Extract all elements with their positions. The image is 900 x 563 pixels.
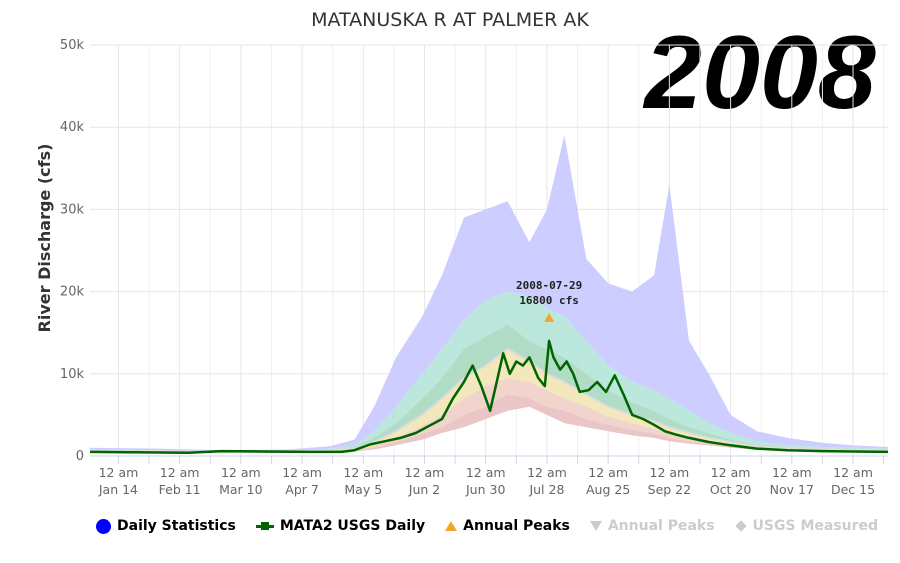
x-tick-label-date: Jun 2 — [408, 482, 440, 497]
y-tick-label: 20k — [60, 285, 85, 300]
x-tick-label-time: 12 am — [833, 465, 873, 480]
x-tick-label-time: 12 am — [772, 465, 812, 480]
x-axis — [90, 455, 888, 464]
x-tick-label-time: 12 am — [405, 465, 445, 480]
annual-peak-marker[interactable]: 2008-07-29 16800 cfs — [516, 279, 582, 322]
x-tick-label-date: Jun 30 — [465, 482, 505, 497]
x-tick-label-time: 12 am — [343, 465, 383, 480]
y-axis-ticks: 0 10k 20k 30k 40k 50k — [60, 38, 85, 464]
y-tick-label: 50k — [60, 38, 85, 53]
x-tick-label-date: Jan 14 — [98, 482, 138, 497]
band-p75-p50 — [90, 324, 888, 452]
x-tick-label-date: Aug 25 — [586, 482, 630, 497]
x-tick-label-time: 12 am — [588, 465, 628, 480]
x-tick-label-date: Dec 15 — [831, 482, 875, 497]
band-max-p90 — [90, 135, 888, 452]
legend-item-daily-statistics[interactable]: Daily Statistics — [96, 518, 236, 534]
x-tick-label-time: 12 am — [466, 465, 506, 480]
series-line-mata2 — [89, 339, 889, 454]
peak-date-label: 2008-07-29 — [516, 279, 582, 292]
x-tick-label-time: 12 am — [160, 465, 200, 480]
diamond-icon — [734, 520, 747, 532]
band-p50-p25 — [90, 349, 888, 453]
legend-label: Daily Statistics — [117, 518, 236, 534]
x-tick-label-date: Feb 11 — [159, 482, 201, 497]
x-axis-ticks: 12 am Jan 14 12 am Feb 11 12 am Mar 10 12 am Ap… — [98, 465, 875, 497]
x-tick-label-date: Jul 28 — [528, 482, 564, 497]
triangle-down-icon — [589, 521, 602, 531]
x-tick-label-date: Sep 22 — [648, 482, 691, 497]
legend-item-annual-peaks[interactable]: Annual Peaks — [589, 518, 715, 534]
x-tick-label-time: 12 am — [527, 465, 567, 480]
line-icon — [255, 521, 274, 530]
legend-label: MATA2 USGS Daily — [279, 518, 426, 534]
y-tick-label: 10k — [60, 367, 85, 382]
x-tick-label-time: 12 am — [650, 465, 690, 480]
y-tick-label: 30k — [60, 202, 85, 217]
x-tick-label-date: Nov 17 — [770, 482, 814, 497]
x-tick-label-time: 12 am — [282, 465, 322, 480]
x-tick-label-time: 12 am — [99, 465, 139, 480]
x-tick-label-date: Apr 7 — [285, 482, 319, 497]
x-tick-label-time: 12 am — [221, 465, 261, 480]
legend-label: Annual Peaks — [607, 518, 715, 534]
legend-item-annual-peaks[interactable]: Annual Peaks — [445, 518, 570, 534]
x-tick-label-date: Mar 10 — [219, 482, 263, 497]
x-tick-label-date: May 5 — [344, 482, 382, 497]
triangle-icon — [445, 521, 458, 531]
legend-item-mata2-usgs-daily[interactable]: MATA2 USGS Daily — [255, 518, 426, 534]
legend-label: USGS Measured — [752, 518, 879, 534]
year-label: 2008 — [642, 15, 876, 131]
band-p90-p75 — [90, 291, 888, 452]
legend-item-usgs-measured[interactable]: USGS Measured — [734, 518, 879, 534]
legend: Daily Statistics MATA2 USGS Daily Annual P… — [96, 518, 878, 534]
x-tick-label-date: Oct 20 — [710, 482, 752, 497]
dot-icon — [96, 518, 111, 534]
annual-peak-triangle — [544, 312, 555, 322]
chart-title: MATANUSKA R AT PALMER AK — [311, 9, 589, 31]
legend-label: Annual Peaks — [463, 518, 570, 534]
peak-value-label: 16800 cfs — [519, 294, 579, 307]
daily-series — [89, 339, 889, 454]
band-p25-p10 — [90, 377, 888, 453]
x-tick-label-time: 12 am — [711, 465, 751, 480]
y-tick-label: 0 — [76, 449, 84, 464]
y-axis-label: River Discharge (cfs) — [35, 144, 54, 333]
y-tick-label: 40k — [60, 120, 85, 135]
